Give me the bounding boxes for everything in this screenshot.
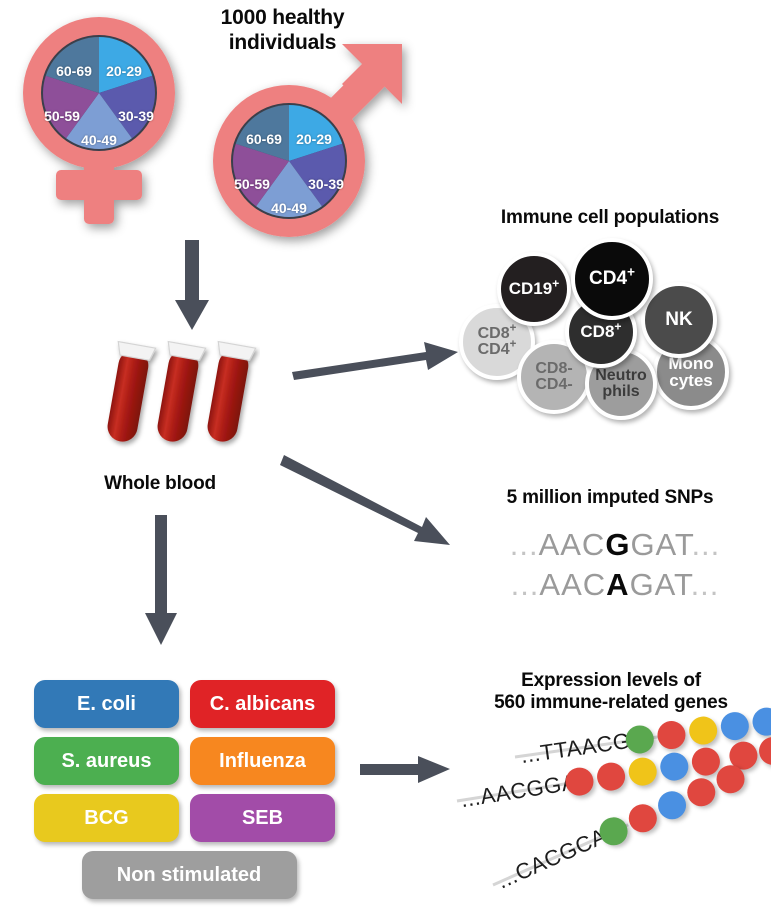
male-pie-label-40-49: 40-49 [271, 200, 307, 216]
female-pie-slice-40-49 [66, 93, 132, 149]
female-pie-slice-60-69 [45, 37, 99, 93]
immune-cell-cluster: CD8+ CD4+ CD8- CD4- Mono cytes Neutro phils … [455, 238, 755, 420]
stimulus-non-stimulated[interactable]: Non stimulated [81, 851, 297, 899]
cohort-title-line2: individuals [228, 30, 337, 54]
cohort-title-line1: 1000 healthy [220, 6, 345, 29]
expression-bead [653, 786, 691, 824]
male-pie-label-30-39: 30-39 [308, 176, 344, 192]
immune-cell-cd4pos: CD4+ [571, 238, 653, 320]
expression-bead [750, 705, 771, 738]
expression-bead [626, 755, 659, 788]
blood-tubes [100, 330, 260, 470]
stimulus-seb[interactable]: SEB [190, 794, 335, 842]
arrow-cohort-to-blood [172, 240, 212, 332]
stimulus-s-aureus[interactable]: S. aureus [34, 737, 179, 785]
stimulus-bcg[interactable]: BCG [34, 794, 179, 842]
immune-cells-title: Immune cell populations [500, 207, 720, 228]
expression-bead [682, 773, 720, 811]
stimuli-panel: E. coli C. albicans S. aureus Influenza … [34, 680, 344, 899]
expression-bead [624, 799, 662, 837]
female-pie-slice-50-59 [43, 75, 99, 139]
expression-bead [655, 719, 688, 751]
male-pie-label-60-69: 60-69 [246, 131, 282, 147]
arrow-blood-to-immune-cells [292, 330, 462, 380]
snps-title: 5 million imputed SNPs [506, 487, 714, 508]
expression-bead [658, 750, 691, 783]
female-pie-label-50-59: 50-59 [44, 108, 80, 124]
arrow-blood-to-stimuli [142, 515, 182, 647]
expression-title-line1: Expression levels of [521, 670, 701, 691]
cell-label-line2: CD4+ [477, 338, 517, 358]
female-pie-label-20-29: 20-29 [106, 63, 142, 79]
immune-cell-nk: NK [641, 282, 717, 358]
expression-title-line2: 560 immune-related genes [494, 692, 728, 714]
snp-right: GAT [630, 527, 692, 562]
blood-tube [157, 340, 207, 442]
female-pie-label-30-39: 30-39 [118, 108, 154, 124]
snp-variant: A [606, 567, 630, 602]
cell-label-line1: CD8+ [477, 322, 517, 342]
female-pie-label-60-69: 60-69 [56, 63, 92, 79]
blood-tube [107, 340, 157, 442]
blood-tube [207, 340, 257, 442]
snp-left: AAC [538, 527, 606, 562]
male-pie-label-20-29: 20-29 [296, 131, 332, 147]
male-pie-slice-20-29 [289, 105, 343, 161]
female-pie-slice-30-39 [99, 75, 155, 139]
expression-bead [757, 734, 771, 767]
female-pie-slice-20-29 [99, 37, 153, 93]
snp-right: GAT [629, 567, 691, 602]
stimulus-e-coli[interactable]: E. coli [34, 680, 179, 728]
male-pie-label-50-59: 50-59 [234, 176, 270, 192]
expression-bead [595, 760, 628, 793]
snp-row: ...AACGGAT... [509, 527, 721, 562]
gene-expression-strands: ...TTAACGG ...AACGGAT ...CACGCAA [455, 705, 771, 908]
immune-cell-cd19pos: CD19+ [497, 252, 571, 326]
male-pie-slice-60-69 [235, 105, 289, 161]
cohort-title: 1000 healthy individuals [175, 6, 390, 56]
stimulus-c-albicans[interactable]: C. albicans [190, 680, 335, 728]
snp-variant: G [605, 527, 631, 562]
expression-bead [687, 714, 719, 747]
snp-sequences: ...AACGGAT... ...AACAGAT... [470, 527, 760, 607]
male-pie-slice-40-49 [256, 161, 322, 217]
arrow-stimuli-to-genes [360, 752, 455, 788]
expression-bead [712, 760, 750, 798]
stimulus-influenza[interactable]: Influenza [190, 737, 335, 785]
female-pie-label-40-49: 40-49 [81, 132, 117, 148]
female-gender-symbol: 20-29 30-39 40-49 50-59 60-69 [8, 12, 193, 237]
expression-title: Expression levels of 560 immune-related … [455, 670, 767, 715]
male-pie-slice-30-39 [289, 143, 345, 207]
whole-blood-label: Whole blood [104, 473, 216, 494]
arrow-blood-to-snps [280, 455, 464, 555]
snp-left: AAC [539, 567, 607, 602]
male-pie-slice-50-59 [233, 143, 289, 207]
male-gender-symbol: 20-29 30-39 40-49 50-59 60-69 [206, 38, 421, 253]
snp-row: ...AACAGAT... [510, 567, 720, 602]
